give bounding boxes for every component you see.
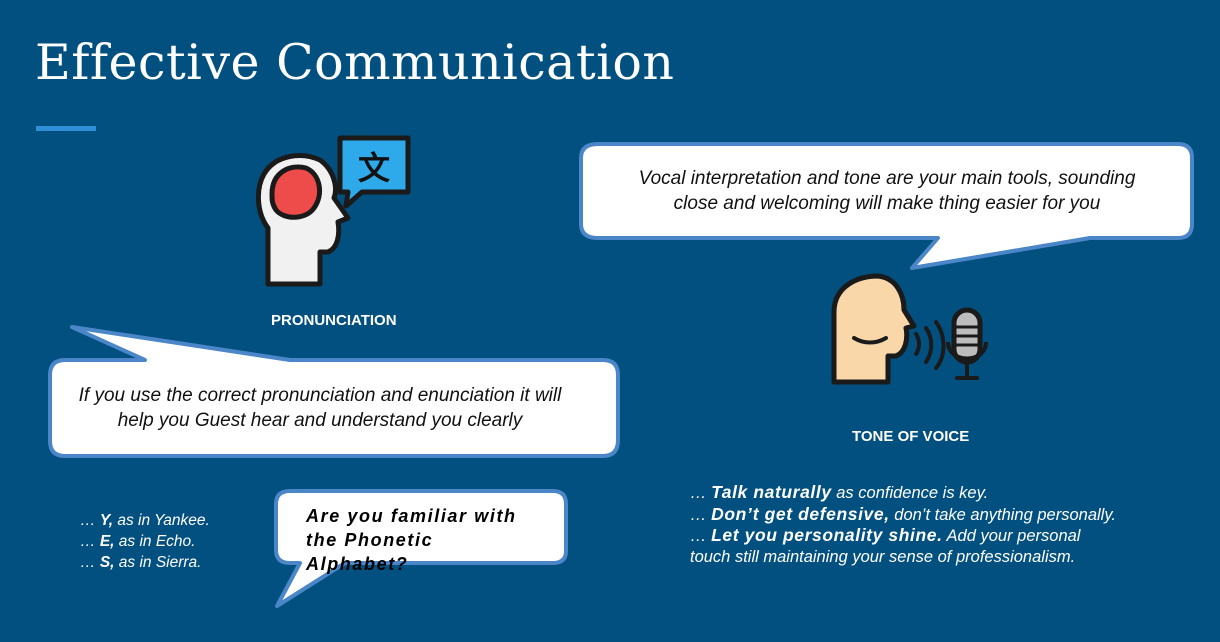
title-underline: [36, 126, 96, 131]
phonetic-question: Are you familiar with the Phonetic Alpha…: [306, 506, 517, 574]
pronunciation-label: PRONUNCIATION: [271, 312, 397, 329]
tone-bubble-text: Vocal interpretation and tone are your m…: [600, 166, 1174, 216]
page-title: Effective Communication: [35, 34, 675, 91]
tone-bubble-line-2: close and welcoming will make thing easi…: [673, 193, 1101, 214]
tone-bubble-line-1: Vocal interpretation and tone are your m…: [638, 168, 1136, 189]
pronunciation-speech-bubble: [48, 325, 620, 458]
tone-tip: touch still maintaining your sense of pr…: [690, 547, 1076, 566]
tone-of-voice-label: TONE OF VOICE: [852, 428, 970, 445]
tone-tip: … Talk naturally as confidence is key.: [690, 482, 989, 502]
phonetic-example: … S, as in Sierra.: [80, 554, 202, 571]
phonetic-examples-list: … Y, as in Yankee. … E, as in Echo. … S,…: [80, 510, 210, 573]
tone-tip: … Let you personality shine. Add your pe…: [690, 525, 1081, 545]
pronunciation-bubble-text: If you use the correct pronunciation and…: [52, 383, 588, 433]
phonetic-example: … E, as in Echo.: [80, 533, 196, 550]
tone-of-voice-icon: [831, 273, 988, 385]
tone-speech-bubble: [579, 142, 1194, 270]
pronunciation-head-icon: 文: [256, 135, 411, 287]
phonetic-speech-bubble: [274, 489, 568, 608]
translate-glyph: 文: [358, 149, 390, 187]
phonetic-example: … Y, as in Yankee.: [80, 512, 210, 529]
pronunciation-bubble-line-1: If you use the correct pronunciation and…: [78, 385, 562, 406]
tone-tip: … Don’t get defensive, don’t take anythi…: [690, 503, 1116, 524]
pronunciation-bubble-line-2: help you Guest hear and understand you c…: [117, 410, 523, 431]
tone-tips-list: … Talk naturally as confidence is key. ……: [690, 482, 1116, 567]
